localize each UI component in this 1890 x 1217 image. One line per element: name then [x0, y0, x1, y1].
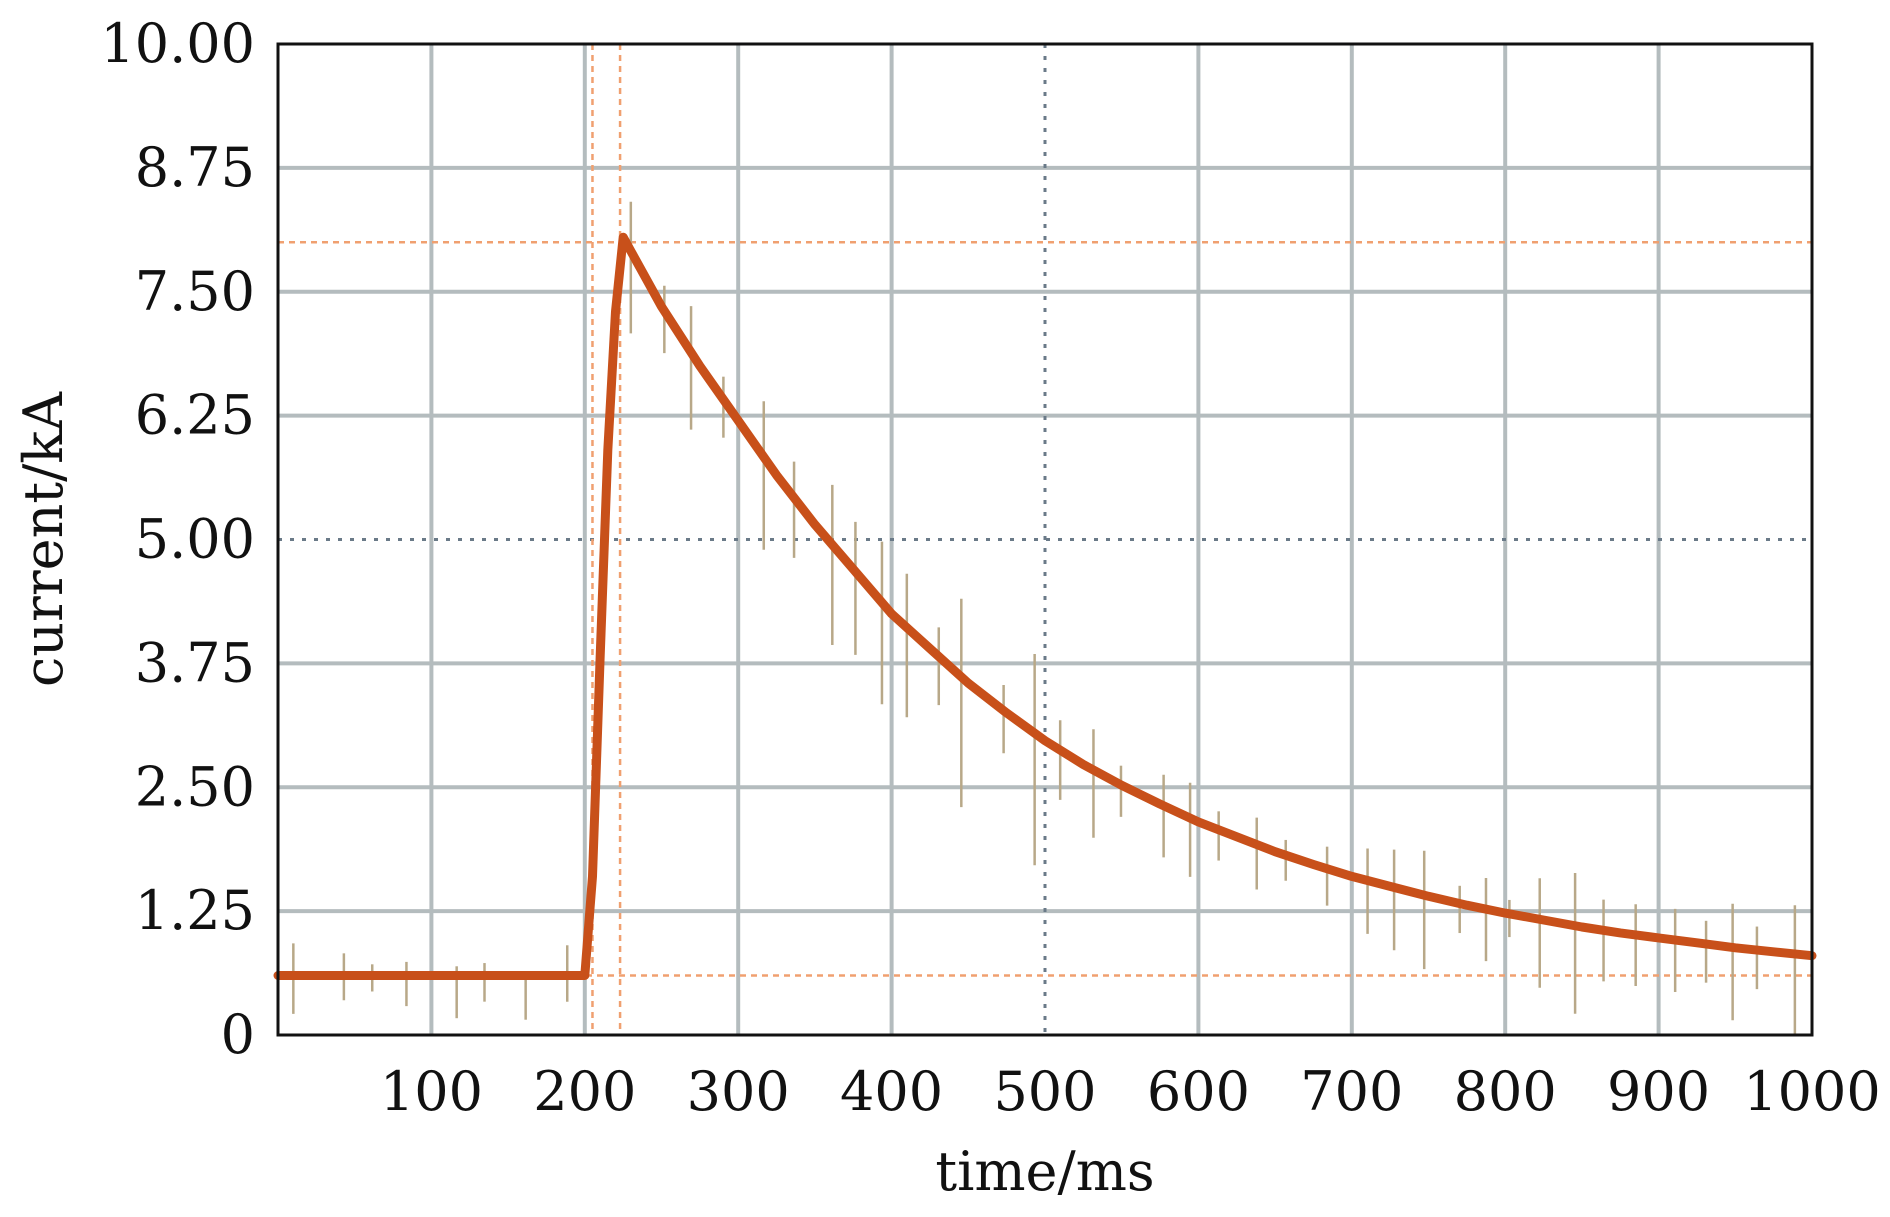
y-tick-label: 6.25: [135, 384, 255, 447]
x-tick-label: 300: [687, 1060, 790, 1123]
y-tick-label: 8.75: [135, 136, 255, 199]
x-tick-label: 800: [1454, 1060, 1557, 1123]
y-axis-title: current/kA: [12, 391, 75, 687]
x-tick-labels: 100 200 300 400 500 600 700 800 900 1000: [380, 1060, 1881, 1123]
y-tick-label: 7.50: [135, 260, 255, 323]
y-tick-label: 2.50: [135, 755, 255, 818]
x-tick-label: 400: [840, 1060, 943, 1123]
y-tick-label: 1.25: [135, 879, 255, 942]
x-tick-label: 900: [1607, 1060, 1710, 1123]
x-tick-label: 100: [380, 1060, 483, 1123]
series-line: [273, 232, 1817, 980]
grid: [278, 44, 1812, 1035]
y-tick-label: 10.00: [100, 12, 255, 75]
x-tick-label: 500: [993, 1060, 1096, 1123]
x-axis-title: time/ms: [935, 1140, 1154, 1203]
x-tick-label: 200: [533, 1060, 636, 1123]
y-tick-labels: 0 1.25 2.50 3.75 5.00 6.25 7.50 8.75 10.00: [100, 12, 255, 1066]
y-tick-label: 0: [221, 1003, 255, 1066]
series: [273, 232, 1817, 980]
x-tick-label: 1000: [1743, 1060, 1880, 1123]
y-tick-label: 5.00: [135, 508, 255, 571]
y-tick-label: 3.75: [135, 631, 255, 694]
plot-frame: [276, 42, 1814, 1037]
x-tick-label: 700: [1300, 1060, 1403, 1123]
x-tick-label: 600: [1147, 1060, 1250, 1123]
